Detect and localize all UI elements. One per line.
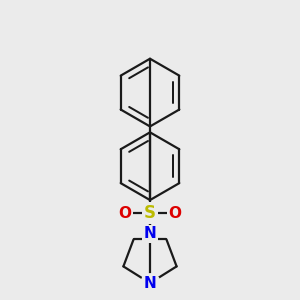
Text: N: N: [144, 226, 156, 242]
Text: S: S: [144, 204, 156, 222]
Text: O: O: [169, 206, 182, 221]
Text: O: O: [118, 206, 131, 221]
Text: N: N: [144, 276, 156, 291]
